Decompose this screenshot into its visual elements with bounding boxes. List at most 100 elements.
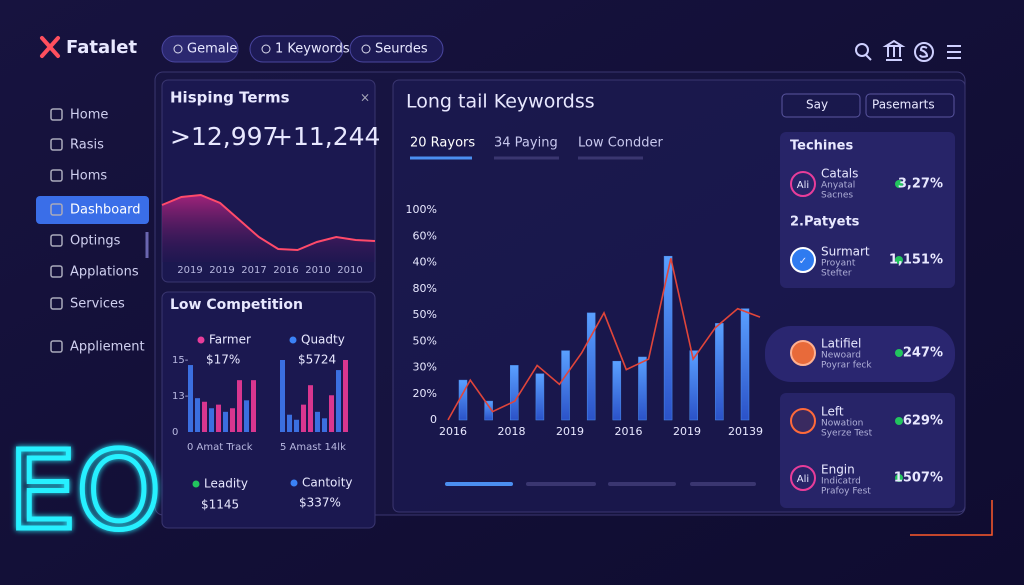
status-dot [895, 417, 903, 425]
bar [244, 400, 249, 432]
nav-pill-label: 1 Keywords [275, 42, 350, 57]
item-icon [790, 408, 816, 434]
neon-logo: EO [8, 429, 161, 554]
bar [458, 379, 468, 421]
brand-icon [40, 36, 60, 58]
x-tick-label: 2019 [673, 425, 701, 438]
nav-item: Homs [70, 169, 107, 184]
latifiel-card [765, 326, 955, 382]
y-tick-label: 50% [413, 334, 437, 347]
item-icon [790, 340, 816, 366]
item-sub: Indicatrd [821, 477, 861, 487]
x-tick-label: 2019 [209, 265, 234, 276]
item-value: 1507% [894, 471, 943, 486]
bar [586, 312, 596, 421]
area [162, 195, 375, 262]
low-panel [161, 291, 376, 529]
nav-item: Rasis [70, 138, 104, 153]
x-tick-label: 2016 [615, 425, 643, 438]
nav-icon [50, 265, 63, 278]
nav-icon [50, 340, 63, 353]
stat: >12,997 [170, 122, 278, 151]
bar [195, 398, 200, 432]
item-icon [790, 171, 816, 197]
chart-title: Long tail Keywordss [406, 91, 595, 113]
nav-icon [50, 203, 63, 216]
legend-dot [289, 336, 297, 344]
stat: +11,244 [272, 122, 380, 151]
nav-icon [50, 108, 63, 121]
icon-text: Ali [797, 474, 809, 485]
bar [535, 373, 545, 421]
status-dot [895, 180, 903, 188]
x-tick-label: 2016 [439, 425, 467, 438]
bar [209, 408, 214, 432]
legend-name: Quadty [301, 333, 345, 347]
neon-lines [20, 68, 994, 557]
bar [202, 401, 207, 432]
item-sub: Sacnes [821, 191, 853, 201]
legend-name: Cantoity [302, 476, 353, 490]
item-sub: Anyatal [821, 181, 855, 191]
y-tick-label: 40% [413, 256, 437, 269]
bar [561, 350, 570, 421]
pill-icon [173, 44, 183, 54]
y-tick-label: 0 [430, 413, 437, 426]
nav-pill[interactable] [249, 35, 344, 63]
legend-value: $1145 [201, 498, 239, 512]
card-heading: 2.Patyets [790, 215, 860, 230]
legend-value: $5724 [298, 353, 336, 367]
x-tick-label: 2016 [273, 265, 298, 276]
legend-dot [197, 336, 205, 344]
dropdown-text: Pasemarts [872, 98, 935, 112]
trend-line [447, 258, 761, 421]
pill-icon [261, 44, 271, 54]
item-value: 247% [903, 346, 943, 361]
tab: Low Condder [578, 136, 664, 151]
nav-pill-label: Gemale [187, 42, 237, 57]
item-sub: Proyant [821, 259, 856, 269]
area-line [161, 193, 376, 252]
dropdown[interactable] [865, 93, 955, 118]
bar [280, 360, 285, 432]
x-tick-label: 2017 [241, 265, 266, 276]
y-tick-label: 80% [413, 282, 437, 295]
y-tick-label: 30% [413, 361, 437, 374]
bar [237, 380, 242, 432]
close[interactable]: × [360, 91, 370, 105]
nav-item: Optings [70, 234, 121, 249]
y-tick-label: 100% [406, 203, 437, 216]
bar [329, 395, 334, 432]
bar [308, 385, 313, 432]
x-tick-label: 2018 [498, 425, 526, 438]
item-title: Catals [821, 167, 858, 181]
search-box[interactable] [781, 93, 861, 118]
item-value: 1,151% [889, 253, 943, 268]
nav-item: Dashboard [70, 203, 141, 218]
legend-value: $337% [299, 496, 341, 510]
icon-text: ✓ [799, 256, 807, 267]
bar [612, 360, 622, 421]
top-icons[interactable] [855, 39, 961, 62]
y-tick-label: 60% [413, 229, 437, 242]
card-heading: Techines [790, 139, 853, 154]
bar [740, 308, 750, 421]
item-sub: Newoard [821, 351, 861, 361]
bar [294, 419, 299, 432]
tab: 34 Paying [494, 136, 558, 151]
bar [638, 356, 647, 421]
bar [663, 255, 673, 421]
y-tick-label: 13- [172, 391, 189, 402]
item-icon [790, 247, 816, 273]
left-card [780, 393, 955, 508]
item-title: Latifiel [821, 337, 861, 351]
bar [510, 365, 519, 421]
nav-pill[interactable] [161, 35, 239, 63]
x-tick-label: 2010 [305, 265, 330, 276]
nav-pill[interactable] [349, 35, 444, 63]
legend-dot [290, 479, 298, 487]
item-title: Surmart [821, 245, 870, 259]
techines-card [780, 132, 955, 288]
legend-name: Farmer [209, 333, 251, 347]
